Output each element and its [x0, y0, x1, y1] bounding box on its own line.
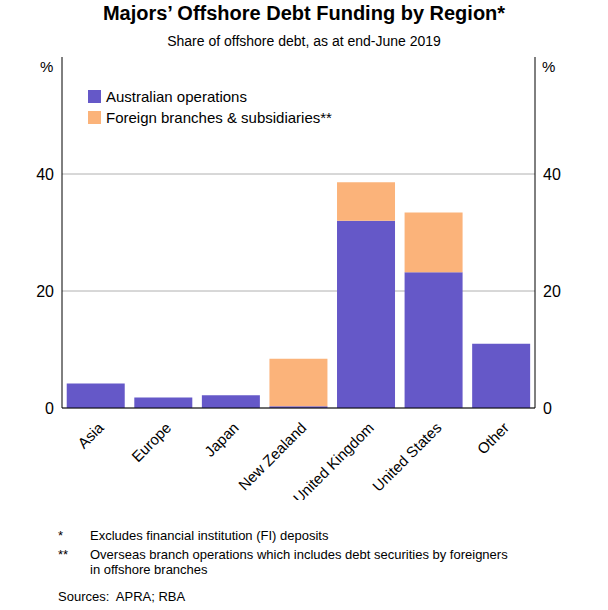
svg-text:0: 0 [45, 400, 54, 417]
svg-text:40: 40 [36, 166, 54, 183]
svg-text:0: 0 [543, 400, 552, 417]
svg-text:40: 40 [543, 166, 561, 183]
html-text:Majors’ Offshore Debt Funding: Majors’ Offshore Debt Funding by Region* [102, 2, 506, 24]
svg-text:20: 20 [543, 283, 561, 300]
svg-text:New Zealand: New Zealand [235, 419, 310, 494]
svg-text:20: 20 [36, 283, 54, 300]
html-text:Sources: APRA; RBA: Sources: APRA; RBA [58, 589, 186, 604]
svg-text:Asia: Asia [74, 418, 107, 451]
svg-text:United Kingdom: United Kingdom [290, 419, 377, 500]
html-text:Foreign branches & subsidiarie: Foreign branches & subsidiaries** [106, 109, 332, 126]
html-text:Australian operations: Australian operations [106, 88, 247, 105]
svg-text:Japan: Japan [201, 419, 242, 460]
html-text:Share of offshore debt, as at: Share of offshore debt, as at end-June 2… [167, 33, 441, 49]
svg-text:Europe: Europe [128, 419, 174, 465]
svg-text:Other: Other [474, 419, 513, 458]
html-text:Overseas branch operations whi: Overseas branch operations which include… [90, 547, 508, 577]
html-text:Excludes financial institution: Excludes financial institution (FI) depo… [90, 528, 329, 543]
svg-text:United States: United States [369, 419, 445, 495]
